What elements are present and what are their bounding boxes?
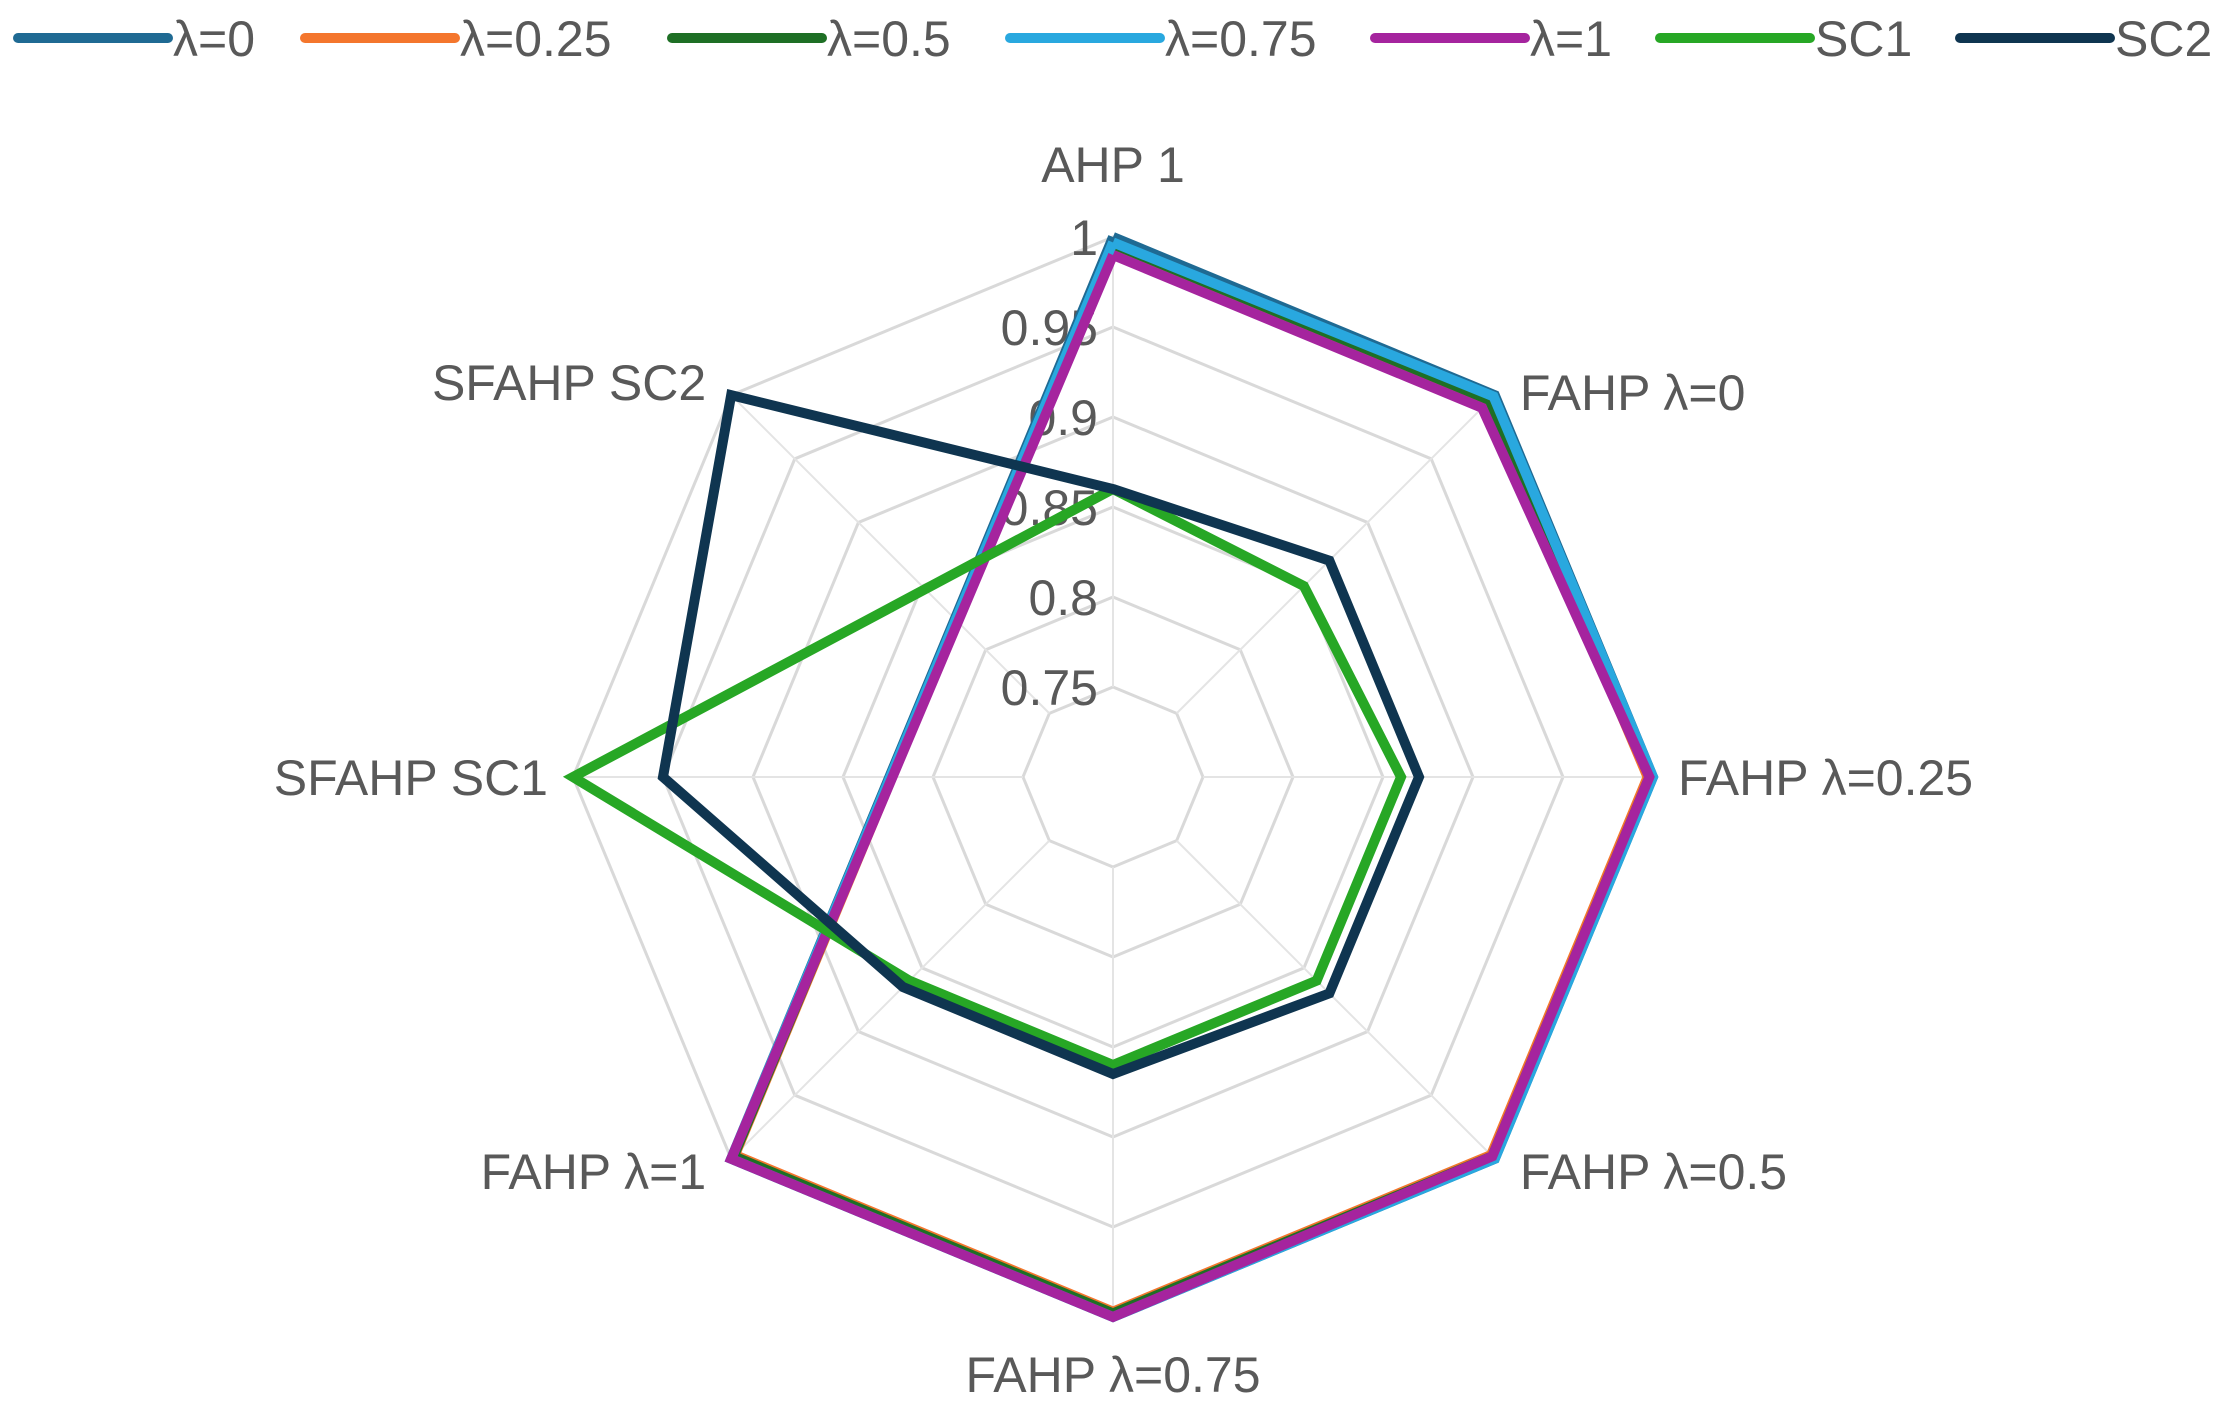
grid-spoke bbox=[730, 394, 1051, 715]
category-label: FAHP λ=1 bbox=[481, 1144, 707, 1200]
series-lines bbox=[562, 232, 1659, 1323]
grid-spoke bbox=[1175, 394, 1496, 715]
legend-label: λ=1 bbox=[1530, 11, 1612, 67]
category-label: FAHP λ=0.75 bbox=[965, 1347, 1260, 1403]
legend-label: λ=0.25 bbox=[460, 11, 612, 67]
category-labels: AHP 1 FAHP λ=0 FAHP λ=0.25 FAHP λ=0.5 FAHP λ… bbox=[274, 137, 1973, 1403]
category-label: FAHP λ=0 bbox=[1520, 365, 1746, 421]
series-line-λ=1 bbox=[724, 250, 1655, 1323]
tick-label: 0.8 bbox=[1028, 570, 1098, 626]
category-label: FAHP λ=0.25 bbox=[1678, 750, 1973, 806]
series-line-SC1 bbox=[562, 484, 1407, 1071]
legend-label: SC2 bbox=[2115, 11, 2212, 67]
series-line-λ=0.75 bbox=[724, 237, 1659, 1323]
legend-label: λ=0 bbox=[173, 11, 255, 67]
series-line-λ=0.5 bbox=[727, 239, 1655, 1319]
tick-label: 1 bbox=[1070, 210, 1098, 266]
category-label: FAHP λ=0.5 bbox=[1520, 1144, 1787, 1200]
series-line-SC2 bbox=[657, 389, 1425, 1080]
series-line-λ=0.25 bbox=[728, 241, 1654, 1318]
category-label: AHP 1 bbox=[1041, 137, 1185, 193]
category-label: SFAHP SC2 bbox=[432, 355, 706, 411]
legend-label: λ=0.75 bbox=[1165, 11, 1317, 67]
category-label: SFAHP SC1 bbox=[274, 750, 548, 806]
legend-label: SC1 bbox=[1815, 11, 1912, 67]
legend-label: λ=0.5 bbox=[827, 11, 951, 67]
grid-spoke bbox=[730, 839, 1051, 1160]
legend: λ=0 λ=0.25 λ=0.5 λ=0.75 λ=1 SC1 SC2 bbox=[13, 11, 2212, 67]
grid-spoke bbox=[1175, 839, 1496, 1160]
tick-label: 0.75 bbox=[1001, 660, 1098, 716]
